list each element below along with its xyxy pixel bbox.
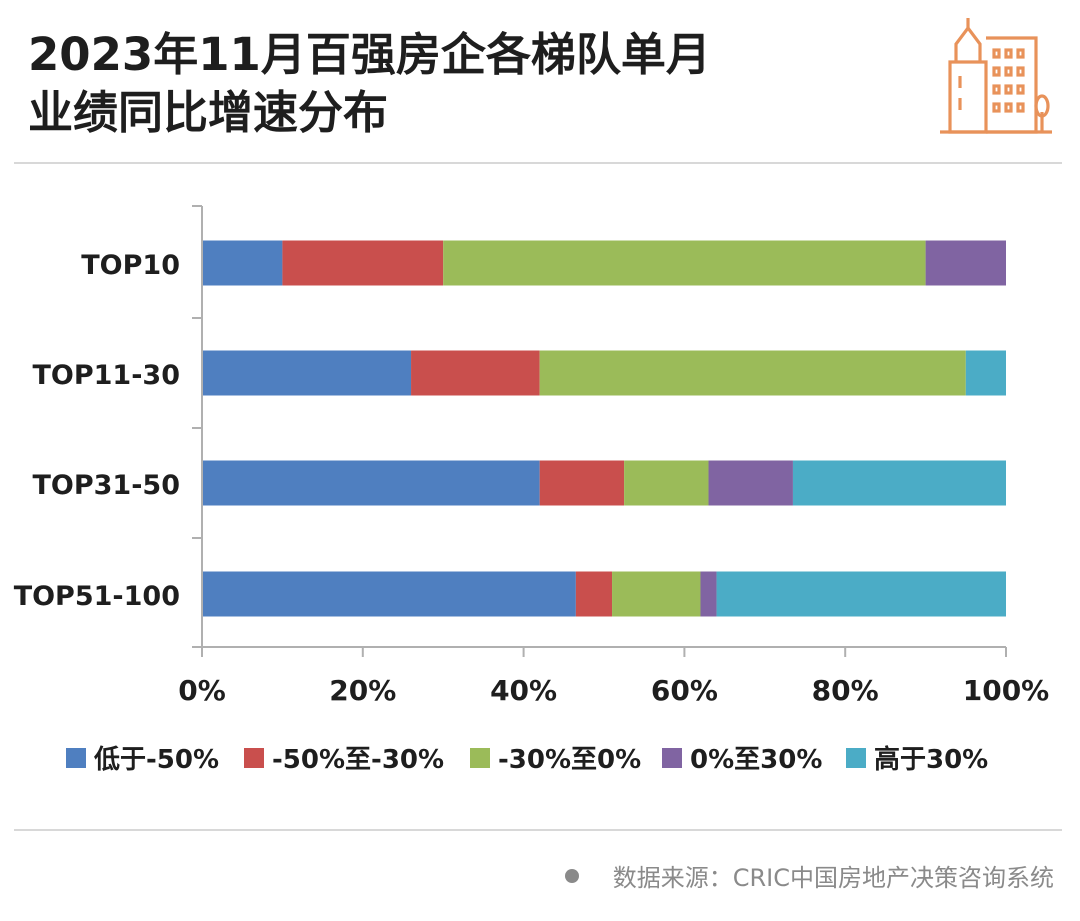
legend-swatch (66, 748, 86, 768)
legend-swatch (244, 748, 264, 768)
bar-segment (716, 571, 1006, 617)
bar-segment (700, 571, 717, 617)
bar-segment (925, 240, 1006, 286)
bar-segment (202, 460, 540, 506)
bar-segment (624, 460, 709, 506)
category-label: TOP10 (81, 250, 180, 281)
bar-segment (965, 350, 1006, 396)
bar-segment (202, 571, 576, 617)
legend-label: 高于30% (874, 744, 988, 775)
bar-segment (539, 350, 966, 396)
bar-segment (792, 460, 1006, 506)
category-label: TOP11-30 (32, 360, 180, 391)
legend-swatch (662, 748, 682, 768)
bar-segment (443, 240, 926, 286)
legend-swatch (846, 748, 866, 768)
bullet-icon (564, 868, 579, 883)
bar-segment (282, 240, 444, 286)
bar-segment (411, 350, 540, 396)
x-tick-label: 0% (178, 674, 226, 707)
x-tick-label: 60% (651, 674, 718, 707)
source-note: 数据来源：CRIC中国房地产决策咨询系统 (564, 858, 1054, 893)
bar-segment (612, 571, 701, 617)
source-text: 数据来源：CRIC中国房地产决策咨询系统 (612, 864, 1054, 892)
stacked-bar-chart: TOP10 TOP11-30 TOP31-50 TOP51-100 0% 20% 40% 60… (14, 205, 1050, 775)
bar-segment (539, 460, 625, 506)
legend-label: -30%至0% (498, 745, 641, 775)
legend-label: 低于-50% (93, 745, 219, 775)
x-tick-label: 40% (490, 674, 557, 707)
chart-title: 2023年11月百强房企各梯队单月 业绩同比增速分布 (28, 26, 711, 142)
bar-segment (202, 350, 412, 396)
x-tick-label: 100% (963, 674, 1050, 707)
bar-segment (575, 571, 613, 617)
bottom-divider (14, 829, 1062, 831)
category-label: TOP51-100 (14, 581, 180, 612)
legend-label: 0%至30% (690, 745, 822, 775)
buildings-icon (940, 18, 1052, 134)
category-label: TOP31-50 (32, 470, 180, 501)
title-line-2: 业绩同比增速分布 (28, 86, 389, 139)
bar-segment (202, 240, 283, 286)
legend-swatch (470, 748, 490, 768)
x-tick-label: 20% (329, 674, 396, 707)
bar-segment (708, 460, 793, 506)
top-divider (14, 162, 1062, 164)
x-tick-label: 80% (812, 674, 879, 707)
legend-label: -50%至-30% (272, 745, 444, 775)
title-line-1: 2023年11月百强房企各梯队单月 (28, 28, 711, 81)
